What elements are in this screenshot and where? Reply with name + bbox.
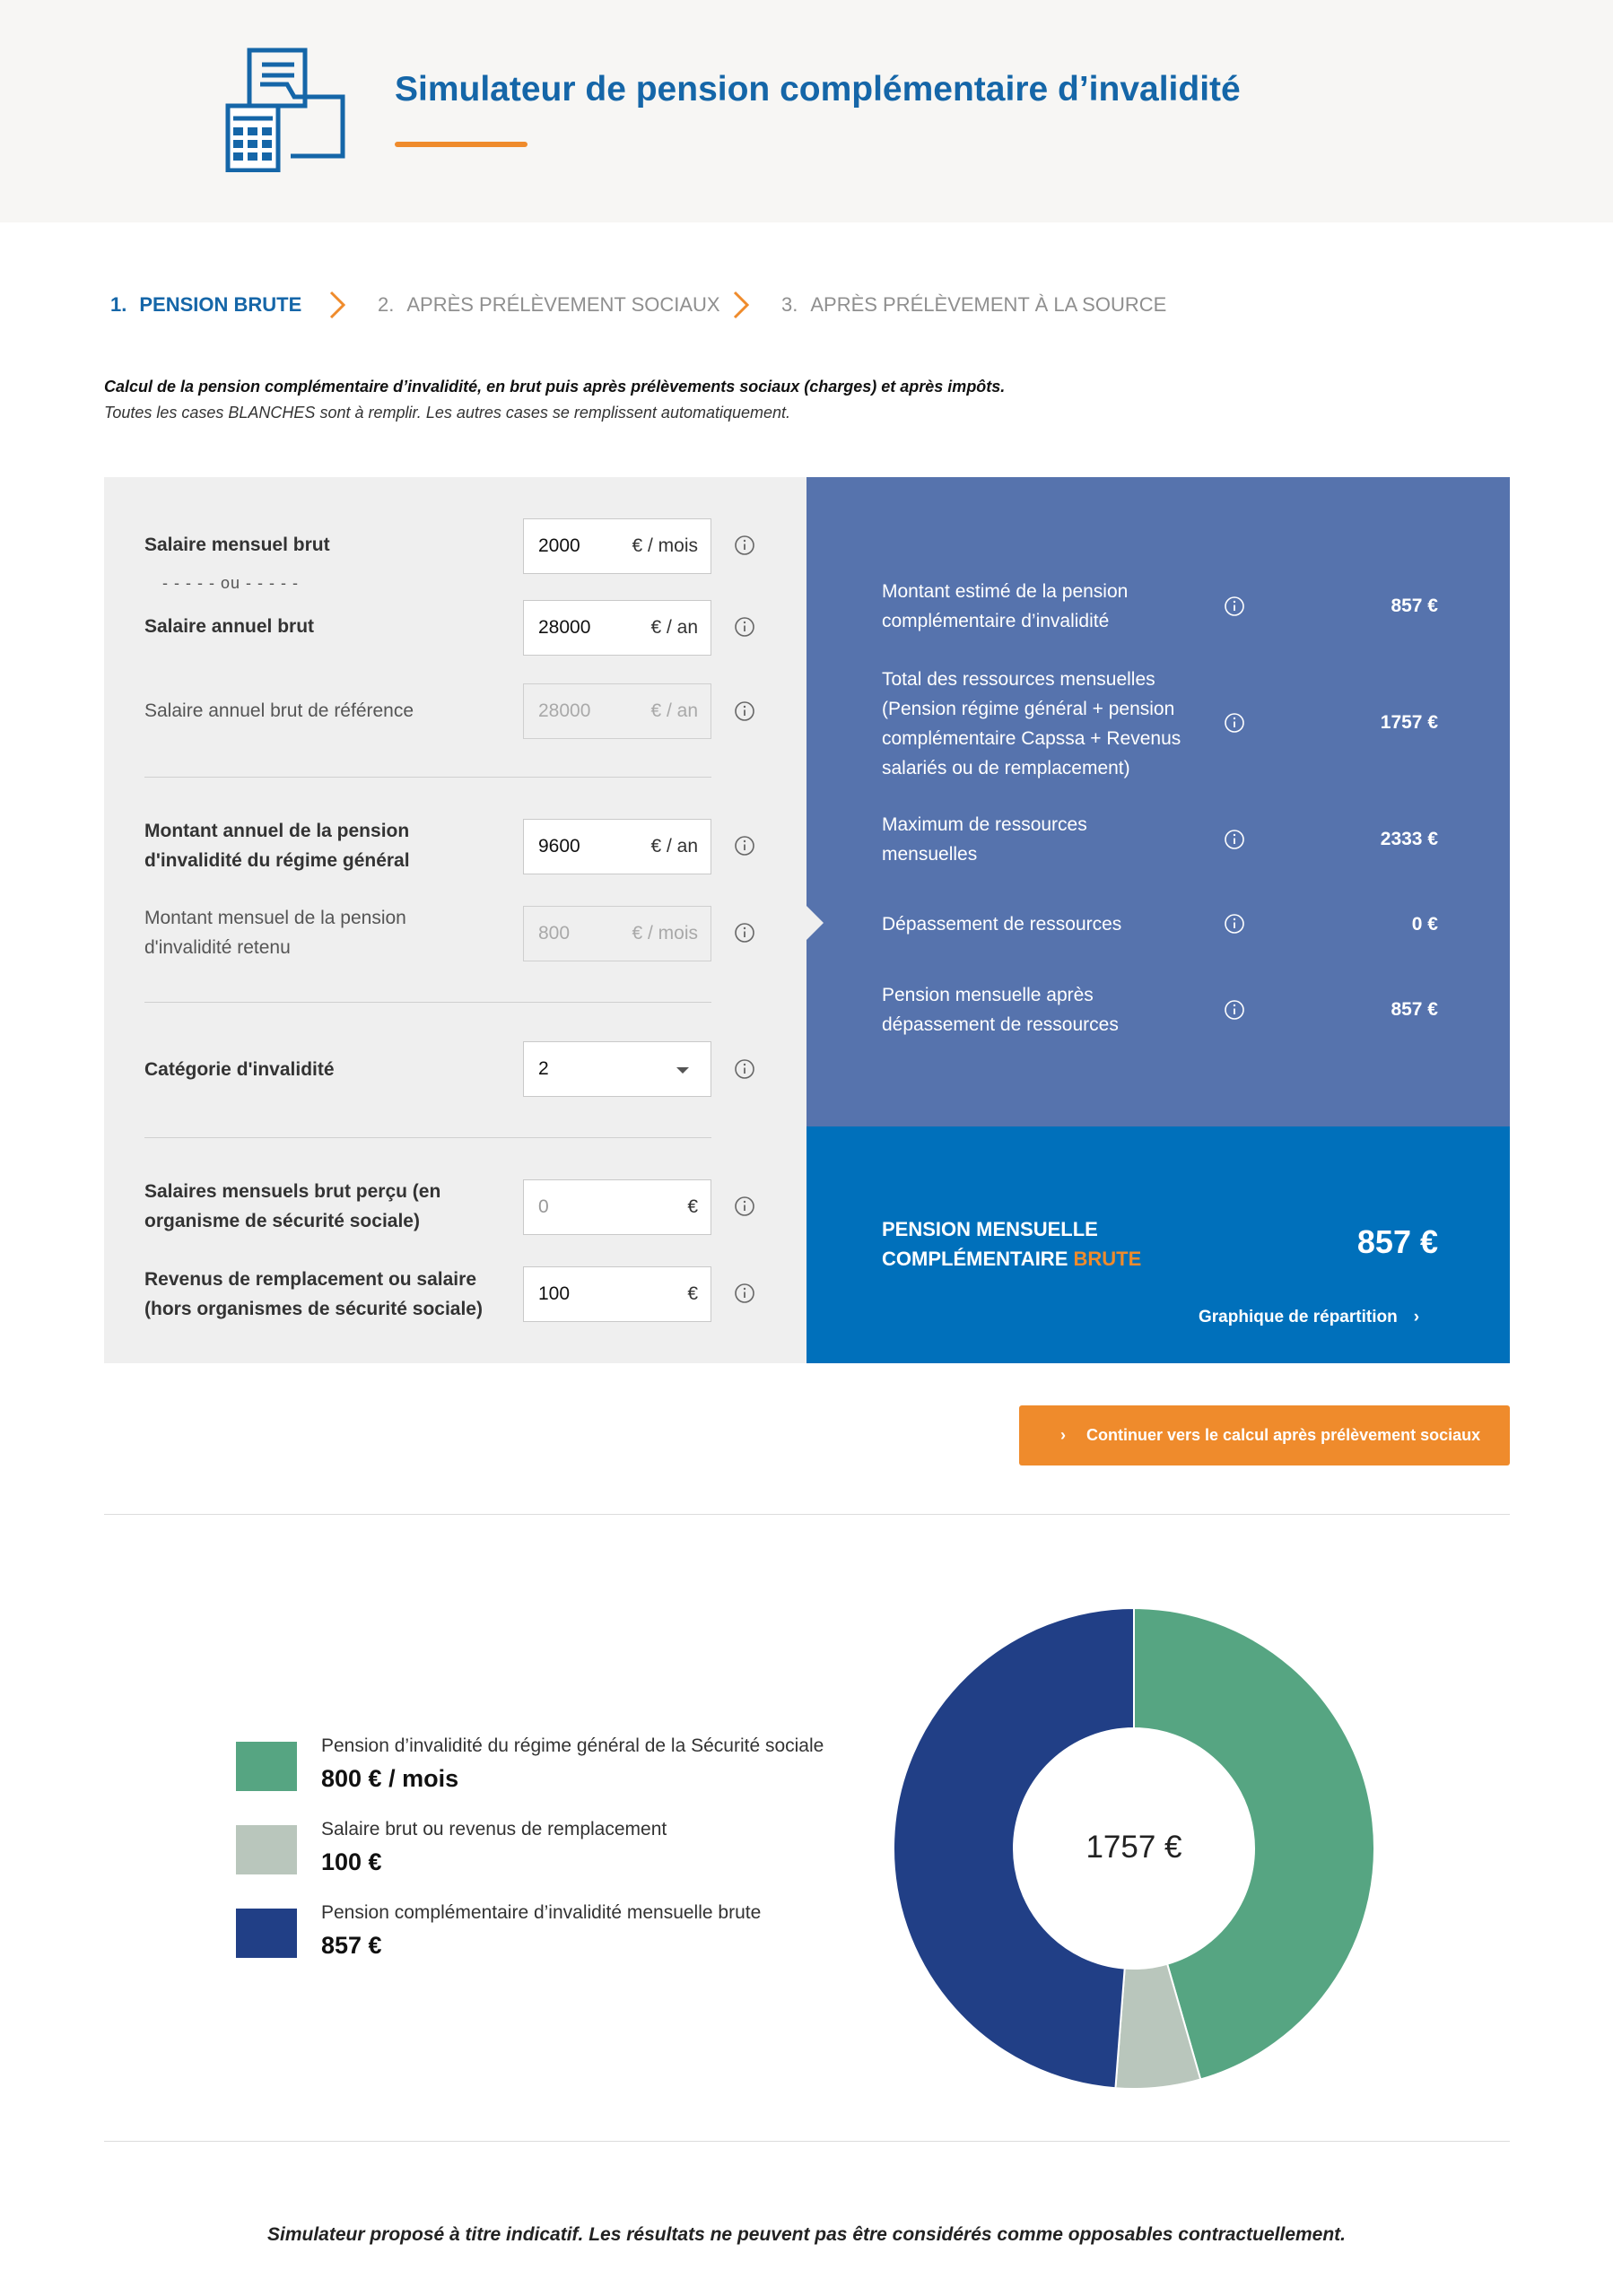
panel-pointer [806,906,824,940]
chevron-right-icon: › [1413,1308,1420,1326]
legend-swatch-complementary [236,1909,297,1958]
chevron-right-icon: › [1060,1426,1066,1444]
page-header: Simulateur de pension complémentaire d’i… [0,0,1613,222]
legend-value: 100 € [321,1848,382,1875]
legend-name: Pension complémentaire d’invalidité mens… [321,1902,762,1923]
legend-value: 857 € [321,1932,382,1959]
info-icon[interactable] [1224,596,1245,617]
step-apres-prelevement-sociaux[interactable]: 2. APRÈS PRÉLÈVEMENT SOCIAUX [378,293,720,316]
result-overflow-label: Dépassement de ressources [882,914,1122,935]
result-after-overflow-label: Pension mensuelle après dépassement de r… [882,985,1119,1035]
final-result-panel [806,1126,1510,1363]
legend-name: Pension d’invalidité du régime général d… [321,1735,824,1756]
title-underline [395,142,527,147]
final-pension-value: 857 € [1356,1223,1438,1260]
result-total-resources-value: 1757 € [1380,712,1438,733]
divider [144,1002,711,1003]
info-icon[interactable] [1224,913,1245,935]
chart-link[interactable]: Graphique de répartition › [1199,1308,1420,1326]
legend-swatch-general [236,1742,297,1791]
general-pension-input[interactable]: 9600 € / an [523,819,711,874]
chevron-right-icon [733,291,750,319]
info-icon[interactable] [734,616,755,638]
donut-slice-0 [1133,1608,1374,2081]
general-pension-label: Montant annuel de la pension d'invalidit… [144,821,410,871]
page-title: Simulateur de pension complémentaire d’i… [395,70,1241,109]
info-icon[interactable] [734,1058,755,1080]
replacement-income-input[interactable]: 100 € [523,1266,711,1322]
category-label: Catégorie d'invalidité [144,1059,335,1080]
legend-name: Salaire brut ou revenus de remplacement [321,1819,667,1839]
result-max-resources-label: Maximum de ressources mensuelles [882,814,1087,865]
reference-salary-field: 28000 € / an [523,683,711,739]
divider [144,1137,711,1138]
divider [144,777,711,778]
donut-center-label: 1757 € [1086,1830,1182,1865]
result-after-overflow-value: 857 € [1391,999,1438,1020]
monthly-salary-label: Salaire mensuel brut [144,535,330,555]
intro-text: Calcul de la pension complémentaire d’in… [104,378,1006,422]
donut-slice-2 [894,1608,1135,2089]
donut-chart [894,1608,1374,2089]
step-apres-prelevement-source[interactable]: 3. APRÈS PRÉLÈVEMENT À LA SOURCE [781,293,1167,316]
salaries-ss-input[interactable]: 0 € [523,1179,711,1235]
annual-salary-label: Salaire annuel brut [144,616,315,637]
result-estimated-value: 857 € [1391,596,1438,616]
or-separator: - - - - - ou - - - - - [162,574,299,592]
info-icon[interactable] [734,1196,755,1217]
result-max-resources-value: 2333 € [1380,829,1438,849]
divider [104,1514,1510,1515]
salaries-ss-label: Salaires mensuels brut perçu (en organis… [144,1181,441,1231]
info-icon[interactable] [734,835,755,857]
info-icon[interactable] [734,1283,755,1304]
calculator-documents-icon [225,48,345,172]
final-pension-label: PENSION MENSUELLE COMPLÉMENTAIRE BRUTE [882,1218,1142,1270]
legend-value: 800 € / mois [321,1765,459,1792]
info-icon[interactable] [734,922,755,944]
result-overflow-value: 0 € [1411,914,1438,935]
results-panel [806,477,1510,1126]
replacement-income-label: Revenus de remplacement ou salaire (hors… [144,1269,483,1319]
info-icon[interactable] [1224,999,1245,1021]
continue-button[interactable]: › Continuer vers le calcul après prélève… [1019,1405,1510,1465]
reference-salary-label: Salaire annuel brut de référence [144,700,414,721]
caret-down-icon [676,1067,689,1074]
info-icon[interactable] [734,535,755,556]
disclaimer: Simulateur proposé à titre indicatif. Le… [266,2224,1346,2245]
info-icon[interactable] [734,700,755,722]
annual-salary-input[interactable]: 28000 € / an [523,600,711,656]
step-pension-brute[interactable]: 1. PENSION BRUTE [110,293,302,316]
result-estimated-label: Montant estimé de la pension complémenta… [882,581,1129,631]
monthly-salary-input[interactable]: 2000 € / mois [523,518,711,574]
retained-pension-field: 800 € / mois [523,906,711,961]
retained-pension-label: Montant mensuel de la pension d'invalidi… [144,908,406,958]
category-select[interactable]: 2 [523,1041,711,1097]
result-total-resources-label: Total des ressources mensuelles (Pension… [882,669,1181,778]
divider [104,2141,1510,2142]
info-icon[interactable] [1224,712,1245,734]
chevron-right-icon [329,291,346,319]
info-icon[interactable] [1224,829,1245,850]
legend-swatch-salary [236,1825,297,1874]
